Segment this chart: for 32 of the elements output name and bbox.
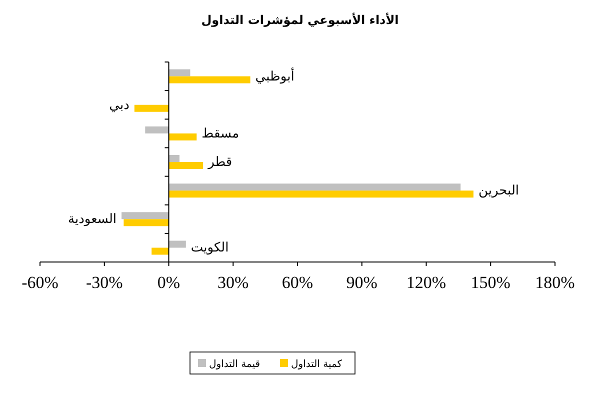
bar — [168, 155, 180, 162]
bar — [168, 69, 190, 76]
y-tick-label: السعودية — [68, 212, 117, 228]
bar — [152, 248, 169, 255]
y-tick-label: الكويت — [190, 240, 229, 256]
bar — [168, 240, 186, 248]
bar — [168, 184, 461, 191]
bar — [124, 219, 169, 226]
x-tick-label: 150% — [470, 273, 510, 292]
bar — [145, 126, 169, 134]
x-tick-label: 180% — [535, 273, 575, 292]
y-tick-label: دبي — [109, 98, 130, 113]
bar — [168, 190, 474, 198]
y-tick-label: مسقط — [202, 126, 240, 142]
x-tick-label: 30% — [218, 273, 249, 292]
legend-label: كمية التداول — [291, 359, 342, 370]
bar — [168, 133, 197, 140]
bar — [168, 76, 250, 84]
bar — [134, 104, 169, 112]
x-tick-label: 0% — [157, 273, 180, 292]
bar — [168, 162, 204, 169]
x-tick-label: 90% — [346, 273, 378, 292]
y-tick-label: البحرين — [478, 184, 520, 199]
bar — [122, 212, 169, 220]
x-tick-label: 120% — [406, 273, 446, 292]
chart-title: الأداء الأسبوعي لمؤشرات التداول — [201, 12, 399, 27]
x-tick-label: 60% — [282, 273, 314, 292]
legend-label: قيمة التداول — [209, 359, 260, 370]
x-tick-label: -30% — [86, 273, 123, 292]
x-tick-label: -60% — [22, 273, 58, 292]
y-tick-label: أبوظبي — [255, 67, 294, 84]
y-tick-label: قطر — [207, 155, 232, 170]
